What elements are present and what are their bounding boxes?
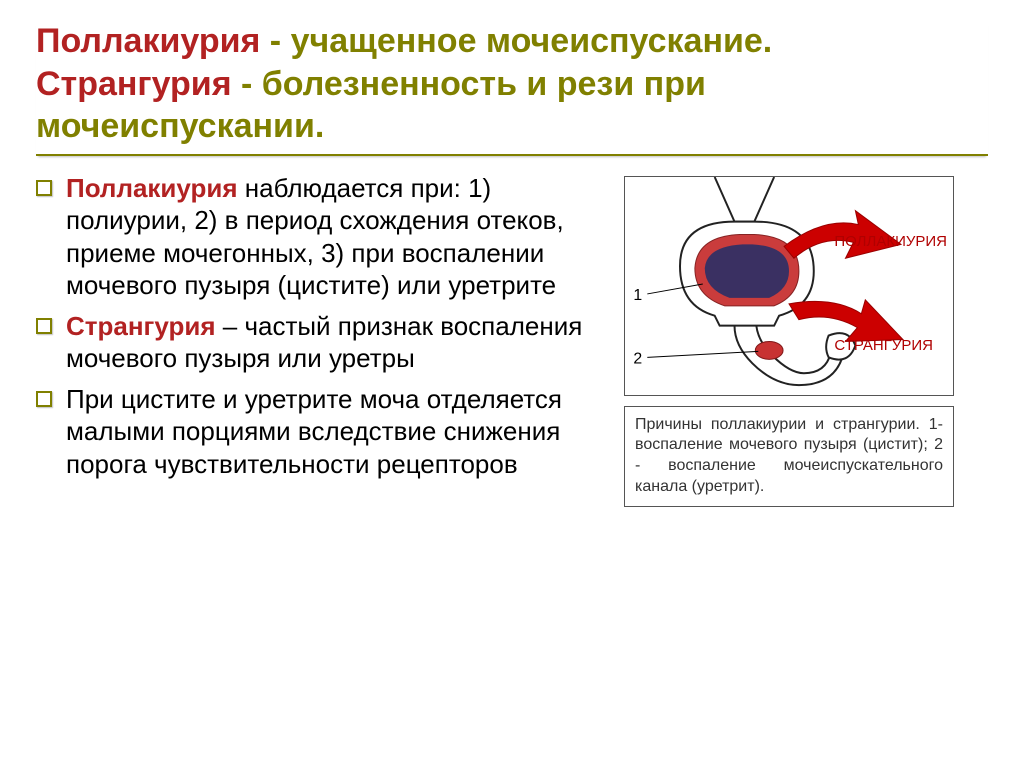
diagram-num-2: 2 bbox=[633, 350, 642, 367]
bullet-rest: При цистите и уретрите моча отделяется м… bbox=[66, 384, 562, 479]
slide-title-block: Поллакиурия - учащенное мочеиспускание. … bbox=[36, 20, 988, 156]
title-dash-2: - bbox=[232, 65, 262, 103]
bullet-item: При цистите и уретрите моча отделяется м… bbox=[36, 383, 606, 481]
title-def-1: учащенное мочеиспускание. bbox=[291, 22, 773, 60]
right-column: 1 2 ПОЛЛАКИУРИЯ СТРАНГУРИЯ Причины полла… bbox=[624, 172, 988, 507]
title-dash-1: - bbox=[260, 22, 290, 60]
bullet-item: Поллакиурия наблюдается при: 1) полиурии… bbox=[36, 172, 606, 302]
diagram-num-1: 1 bbox=[633, 286, 642, 303]
title-term-1: Поллакиурия bbox=[36, 22, 260, 60]
diagram-caption: Причины поллакиурии и странгурии. 1- вос… bbox=[624, 406, 954, 507]
title-line-1: Поллакиурия - учащенное мочеиспускание. bbox=[36, 20, 988, 63]
bullet-text: Странгурия – частый признак воспаления м… bbox=[66, 310, 606, 375]
bullet-item: Странгурия – частый признак воспаления м… bbox=[36, 310, 606, 375]
anatomy-diagram: 1 2 ПОЛЛАКИУРИЯ СТРАНГУРИЯ bbox=[624, 176, 954, 396]
diagram-label-1: ПОЛЛАКИУРИЯ bbox=[834, 233, 947, 250]
title-term-2: Странгурия bbox=[36, 65, 232, 103]
title-line-2: Странгурия - болезненность и рези при мо… bbox=[36, 63, 988, 148]
content-row: Поллакиурия наблюдается при: 1) полиурии… bbox=[36, 172, 988, 507]
bullet-text-italic: При цистите и уретрите моча отделяется м… bbox=[66, 383, 606, 481]
bullet-text: Поллакиурия наблюдается при: 1) полиурии… bbox=[66, 172, 606, 302]
bullet-lead: Странгурия bbox=[66, 311, 216, 341]
bullet-lead: Поллакиурия bbox=[66, 173, 238, 203]
bullet-list: Поллакиурия наблюдается при: 1) полиурии… bbox=[36, 172, 606, 507]
diagram-svg: 1 2 bbox=[625, 177, 953, 395]
bullet-marker-icon bbox=[36, 391, 52, 407]
diagram-label-2: СТРАНГУРИЯ bbox=[834, 337, 933, 354]
bullet-marker-icon bbox=[36, 318, 52, 334]
bullet-marker-icon bbox=[36, 180, 52, 196]
